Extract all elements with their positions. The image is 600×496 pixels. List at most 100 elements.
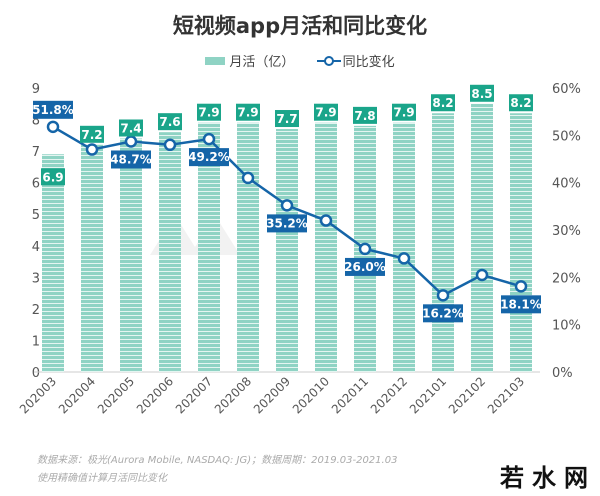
legend-bar-swatch xyxy=(205,56,226,65)
line-label: 26.0% xyxy=(344,260,386,274)
site-logo: 若水网 xyxy=(500,464,596,492)
y-left-tick-label: 6 xyxy=(32,177,40,192)
bar-label-box xyxy=(470,84,494,102)
bar-label-box xyxy=(236,103,260,121)
line-point xyxy=(475,268,489,282)
y-left-tick-label: 7 xyxy=(32,145,40,160)
x-tick-label: 202006 xyxy=(134,374,176,416)
y-left-tick-label: 3 xyxy=(32,271,40,286)
x-tick-label: 202101 xyxy=(407,374,449,416)
bar xyxy=(432,113,454,372)
line-label-box xyxy=(33,100,73,119)
line-label-box xyxy=(189,148,229,167)
bar-label-box xyxy=(431,94,455,112)
bar-label-box xyxy=(392,103,416,121)
x-tick-label: 202012 xyxy=(368,374,410,416)
bar-label: 8.2 xyxy=(432,96,453,110)
y-right-tick-label: 20% xyxy=(552,271,581,286)
y-right-tick-label: 40% xyxy=(552,177,581,192)
line-label: 51.8% xyxy=(32,103,74,117)
x-tick-label: 202008 xyxy=(212,374,254,416)
bar xyxy=(393,122,415,372)
line-point xyxy=(319,214,333,227)
bar-label: 6.9 xyxy=(42,170,63,184)
line-point xyxy=(163,138,177,152)
y-left-tick-label: 1 xyxy=(32,334,40,349)
bar-label-box xyxy=(158,113,182,131)
bar-label-box xyxy=(314,103,338,121)
y-right-tick-label: 60% xyxy=(552,82,581,97)
bar-label: 7.9 xyxy=(315,106,336,120)
bar-label-box xyxy=(509,94,533,112)
x-tick-label: 202010 xyxy=(290,374,332,416)
legend-line-swatch xyxy=(316,55,341,67)
bar xyxy=(315,122,337,372)
bar-label: 7.4 xyxy=(120,121,141,135)
footer-source: 数据来源：极光(Aurora Mobile, NASDAQ: JG)；数据周期：… xyxy=(37,455,398,466)
line-label-box xyxy=(267,214,307,233)
line-point xyxy=(397,252,411,265)
line-label: 48.7% xyxy=(110,152,152,166)
x-tick-label: 202005 xyxy=(95,374,137,416)
legend-bar-label: 月活（亿） xyxy=(229,55,295,70)
y-right-tick-label: 0% xyxy=(552,366,573,381)
bar-label: 7.6 xyxy=(159,115,180,129)
x-tick-label: 202007 xyxy=(173,374,215,416)
y-right-tick-label: 50% xyxy=(552,129,581,144)
line-point xyxy=(241,171,255,185)
bar-label-box xyxy=(275,110,299,128)
legend: 月活（亿） 同比变化 xyxy=(0,51,600,70)
bar xyxy=(81,144,103,372)
bar xyxy=(471,103,493,373)
line-point xyxy=(46,120,60,134)
footer-note: 使用精确值计算月活同比变化 xyxy=(37,473,167,484)
line-point xyxy=(514,280,528,293)
bar xyxy=(276,129,298,372)
y-left-tick-label: 0 xyxy=(32,366,40,381)
y-left-tick-label: 5 xyxy=(32,208,40,223)
x-tick-label: 202102 xyxy=(446,374,488,416)
x-tick-label: 202004 xyxy=(56,374,98,416)
bar-label: 7.9 xyxy=(198,106,219,120)
line-point xyxy=(124,135,138,148)
bar xyxy=(510,113,532,372)
line-point xyxy=(280,199,294,212)
line-label-box xyxy=(501,295,541,314)
line-point xyxy=(358,242,372,256)
y-left-tick-label: 8 xyxy=(32,114,40,129)
x-tick-label: 202009 xyxy=(251,374,293,416)
bar-label: 7.8 xyxy=(354,109,375,123)
bar-label: 8.5 xyxy=(471,87,492,101)
line-label-box xyxy=(111,150,151,169)
y-right-tick-label: 10% xyxy=(552,319,581,334)
y-left-tick-label: 9 xyxy=(32,82,40,97)
bar xyxy=(198,122,220,372)
legend-line-label: 同比变化 xyxy=(342,55,395,70)
bar-label: 8.2 xyxy=(510,96,531,110)
bar-label: 7.9 xyxy=(393,106,414,120)
y-left-tick-label: 4 xyxy=(32,240,40,255)
bar-label-box xyxy=(41,168,65,186)
line-point xyxy=(202,132,216,146)
bar-label-box xyxy=(353,106,377,124)
line-label-box xyxy=(423,304,463,323)
y-right-tick-label: 30% xyxy=(552,224,581,239)
y-left-tick-label: 2 xyxy=(32,303,40,318)
x-tick-label: 202103 xyxy=(485,374,527,416)
bar xyxy=(237,122,259,372)
bar-label-box xyxy=(119,119,143,137)
line-label: 16.2% xyxy=(422,306,464,320)
x-tick-label: 202011 xyxy=(329,374,371,416)
line-point xyxy=(85,143,99,156)
bar-label: 7.7 xyxy=(276,112,297,126)
line-label: 18.1% xyxy=(500,297,542,311)
line-label: 35.2% xyxy=(266,216,308,230)
chart-title: 短视频app月活和同比变化 xyxy=(172,14,428,38)
line-point xyxy=(436,289,450,302)
bar xyxy=(159,132,181,372)
bar-label-box xyxy=(80,125,104,143)
bar xyxy=(120,138,142,372)
bar-label: 7.9 xyxy=(237,106,258,120)
